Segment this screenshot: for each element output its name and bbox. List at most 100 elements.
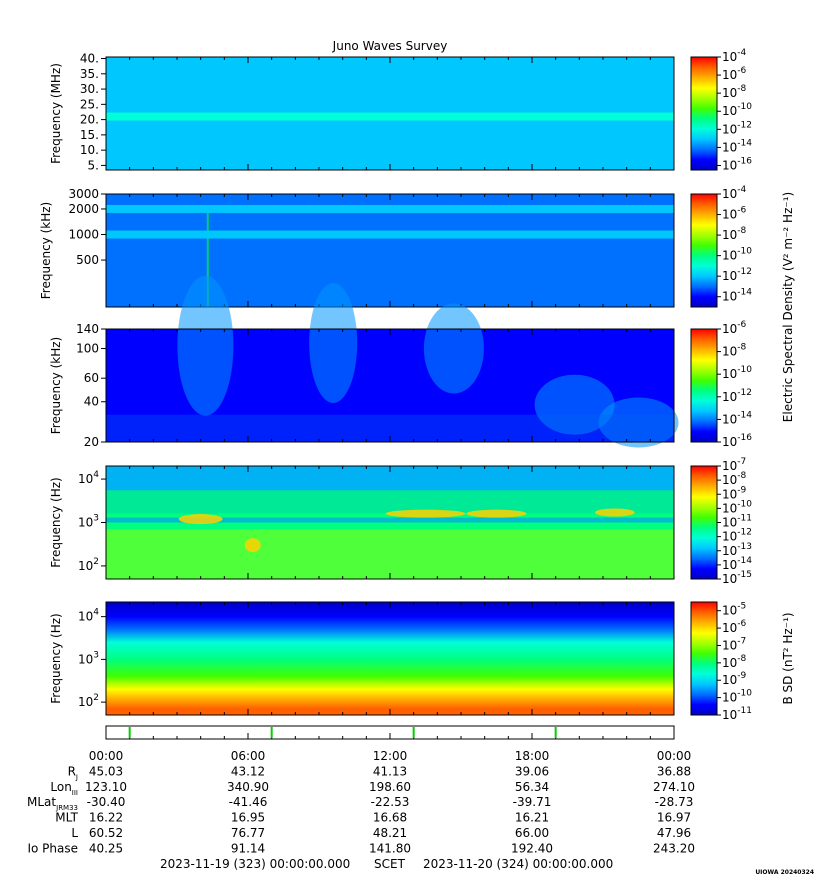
y-tick-label: 25. (80, 97, 99, 111)
colorbar (690, 465, 718, 580)
emission-patch (423, 303, 484, 394)
ephemeris-value: 141.80 (369, 841, 411, 855)
time-label: 12:00 (373, 749, 408, 763)
colorbar-tick-label: 10-11 (722, 706, 752, 722)
y-tick-label: 104 (78, 608, 99, 624)
colorbar-tick-label: 10-10 (722, 689, 752, 705)
y-tick-label: 104 (78, 470, 99, 486)
y-tick-label: 103 (78, 514, 99, 530)
ephemeris-value: 274.10 (653, 780, 695, 794)
colorbar-tick-label: 10-8 (722, 84, 747, 100)
ephemeris-value: -41.46 (229, 795, 268, 809)
emission-band (106, 204, 674, 213)
spectrogram-panel-3: 140 100 60 40 20 Frequency (kHz) 10-6 10-8 10-10… (49, 275, 752, 449)
ephemeris-value: 60.52 (89, 826, 123, 840)
y-tick-label: 20 (84, 435, 99, 449)
ephemeris-value: 56.34 (515, 780, 549, 794)
ephemeris-value: -39.71 (513, 795, 552, 809)
spectrogram-panel-1: 40.35.30.25. 20.15.10.5. Frequency (MHz) 10… (49, 48, 752, 172)
colorbar-tick-label: 10-6 (722, 66, 747, 82)
y-axis-label: Frequency (Hz) (49, 613, 63, 704)
time-marker-strip (105, 725, 675, 740)
colorbar-tick-label: 10-12 (722, 388, 752, 404)
y-tick-label: 3000 (68, 187, 99, 201)
ephemeris-value: 16.97 (657, 811, 691, 825)
ephemeris-value: 47.96 (657, 826, 691, 840)
scet-start: 2023-11-19 (323) 00:00:00.000 (160, 857, 350, 871)
colorbar-tick-label: 10-6 (722, 206, 747, 222)
ephemeris-value: -22.53 (371, 795, 410, 809)
ephemeris-value: 48.21 (373, 826, 407, 840)
colorbar-tick-label: 10-12 (722, 528, 752, 544)
y-tick-label: 100 (76, 342, 99, 356)
intense-emission (594, 508, 635, 517)
colorbar-tick-label: 10-14 (722, 556, 752, 572)
y-axis-label: Frequency (kHz) (39, 202, 53, 299)
y-tick-label: 2000 (68, 202, 99, 216)
colorbar-tick-label: 10-8 (722, 343, 747, 359)
ephemeris-value: 45.03 (89, 764, 123, 778)
scet-label: SCET (374, 857, 406, 871)
emission-patch (177, 275, 234, 416)
time-label: 00:00 (657, 749, 692, 763)
ephemeris-row-label: MLT (55, 811, 78, 825)
colorbar-tick-label: 10-10 (722, 499, 752, 515)
colorbar-tick-label: 10-13 (722, 542, 752, 558)
colorbar-tick-label: 10-6 (722, 619, 747, 635)
ephemeris-row-label: L (71, 826, 78, 840)
intense-emission (385, 509, 466, 518)
colorbar-tick-label: 10-11 (722, 514, 752, 530)
colorbar-tick-label: 10-8 (722, 226, 747, 242)
colorbar-tick-label: 10-15 (722, 570, 752, 586)
ephemeris-value: 16.22 (89, 811, 123, 825)
y-tick-label: 1000 (68, 228, 99, 242)
intense-emission (466, 509, 527, 518)
spectrogram-panels: 40.35.30.25. 20.15.10.5. Frequency (MHz) 10… (39, 48, 795, 722)
y-tick-label: 5. (88, 158, 99, 172)
spectrogram-panel-4: 104 103 102 Frequency (Hz) 10-710-810-910-10… (49, 457, 752, 586)
colorbar (690, 56, 718, 171)
lower-band (106, 529, 674, 579)
ephemeris-value: 340.90 (227, 780, 269, 794)
colorbar-tick-label: 10-4 (722, 185, 747, 201)
ephemeris-value: 41.13 (373, 764, 407, 778)
scet-end: 2023-11-20 (324) 00:00:00.000 (423, 857, 613, 871)
timeline-marker (554, 727, 557, 738)
ephemeris-row-label: LonIII (50, 780, 78, 797)
time-label: 06:00 (231, 749, 266, 763)
colorbar-tick-label: 10-6 (722, 320, 747, 336)
figure-title: Juno Waves Survey (332, 39, 448, 53)
ephemeris-value: 16.21 (515, 811, 549, 825)
y-tick-label: 102 (78, 557, 99, 573)
colorbar (690, 193, 718, 308)
emission-patch (534, 374, 615, 435)
credit-label: UIOWA 20240324 (755, 869, 814, 876)
ephemeris-value: -30.40 (87, 795, 126, 809)
shared-colorbar-label: Electric Spectral Density (V² m⁻² Hz⁻¹) (781, 192, 795, 422)
colorbar-tick-label: 10-9 (722, 485, 747, 501)
timeline-marker (128, 727, 131, 738)
emission-patch (309, 283, 358, 404)
ephemeris-value: 123.10 (85, 780, 127, 794)
ephemeris-value: 16.68 (373, 811, 407, 825)
colorbar-tick-label: 10-10 (722, 247, 752, 263)
emission-patch (598, 397, 679, 448)
colorbar-tick-label: 10-7 (722, 636, 746, 652)
colorbar-tick-label: 10-10 (722, 102, 752, 118)
y-tick-label: 15. (80, 128, 99, 142)
ephemeris-value: 243.20 (653, 841, 695, 855)
y-tick-label: 10. (80, 143, 99, 157)
spectrogram-image (106, 602, 674, 715)
colorbar-tick-label: 10-14 (722, 410, 752, 426)
y-tick-label: 40 (84, 395, 99, 409)
time-label: 18:00 (515, 749, 550, 763)
colorbar-tick-label: 10-14 (722, 138, 752, 154)
emission-band (106, 230, 674, 239)
ephemeris-value: -28.73 (655, 795, 694, 809)
y-tick-label: 500 (76, 253, 99, 267)
y-tick-label: 40. (80, 52, 99, 66)
colorbar-tick-label: 10-16 (722, 433, 752, 449)
y-tick-label: 20. (80, 113, 99, 127)
